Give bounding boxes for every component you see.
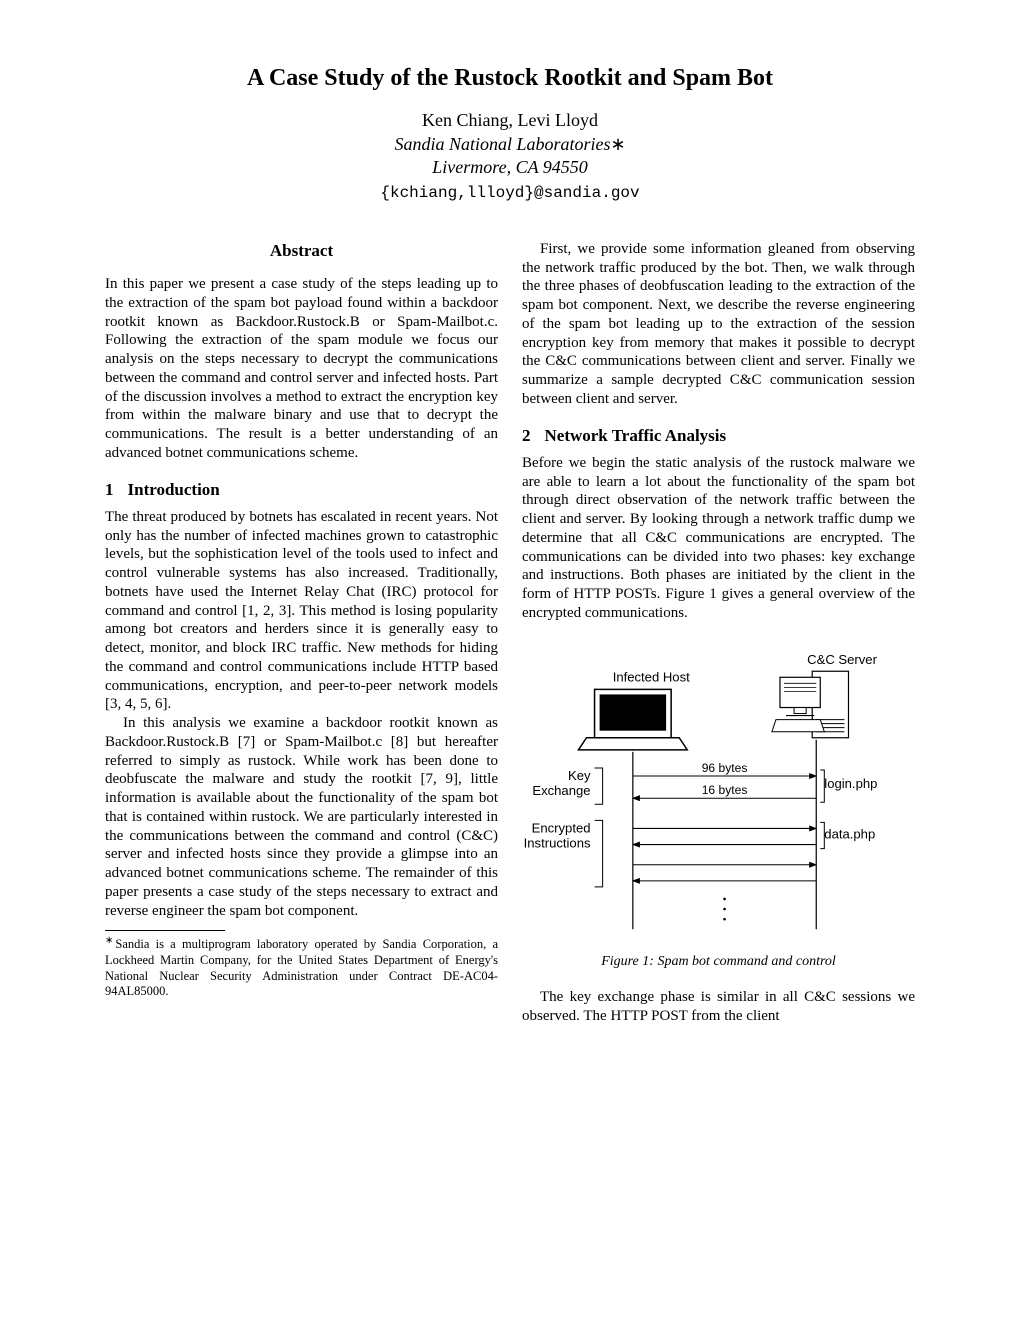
affiliation-asterisk: ∗ bbox=[610, 134, 625, 154]
dots-icon bbox=[723, 917, 726, 920]
label-96-bytes: 96 bytes bbox=[702, 761, 748, 775]
section-1-title: Introduction bbox=[128, 480, 220, 499]
infected-host-label: Infected Host bbox=[613, 669, 690, 684]
server-monitor-icon bbox=[780, 677, 820, 707]
footnote: ∗Sandia is a multiprogram laboratory ope… bbox=[105, 935, 498, 1000]
label-login-php: login.php bbox=[824, 776, 877, 791]
paper-email: {kchiang,llloyd}@sandia.gov bbox=[105, 184, 915, 202]
figure-1-caption-text: Spam bot command and control bbox=[654, 954, 836, 969]
section-1-paragraph-2: In this analysis we examine a backdoor r… bbox=[105, 714, 498, 920]
laptop-screen-icon bbox=[600, 694, 667, 730]
figure-1-caption-lead: Figure 1: bbox=[601, 954, 654, 969]
section-2-number: 2 bbox=[522, 425, 531, 446]
encrypted-label-1: Encrypted bbox=[532, 820, 591, 835]
dots-icon bbox=[723, 897, 726, 900]
section-1-number: 1 bbox=[105, 479, 114, 500]
section-1-heading: 1 Introduction bbox=[105, 479, 498, 500]
server-keyboard-icon bbox=[772, 719, 824, 731]
paper-authors: Ken Chiang, Levi Lloyd bbox=[105, 110, 915, 131]
section-1-paragraph-1: The threat produced by botnets has escal… bbox=[105, 508, 498, 714]
abstract-heading: Abstract bbox=[105, 240, 498, 261]
encrypted-label-2: Instructions bbox=[524, 835, 591, 850]
section-2-paragraph-1: Before we begin the static analysis of t… bbox=[522, 454, 915, 623]
dots-icon bbox=[723, 907, 726, 910]
figure-1: Infected Host C&C Server bbox=[522, 639, 915, 971]
monitor-stand-icon bbox=[794, 707, 806, 713]
laptop-base-icon bbox=[578, 737, 687, 749]
section-2-title: Network Traffic Analysis bbox=[545, 426, 727, 445]
figure-1-caption: Figure 1: Spam bot command and control bbox=[522, 953, 915, 971]
footnote-text: Sandia is a multiprogram laboratory oper… bbox=[105, 937, 498, 998]
affiliation-line1: Sandia National Laboratories bbox=[394, 134, 610, 154]
affiliation-line2: Livermore, CA 94550 bbox=[432, 157, 588, 177]
paper-affiliation: Sandia National Laboratories∗ Livermore,… bbox=[105, 133, 915, 180]
key-exchange-label-2: Exchange bbox=[532, 783, 590, 798]
abstract-body: In this paper we present a case study of… bbox=[105, 275, 498, 463]
cc-server-label: C&C Server bbox=[807, 652, 877, 667]
right-paragraph-2: The key exchange phase is similar in all… bbox=[522, 988, 915, 1026]
right-column: First, we provide some information glean… bbox=[522, 240, 915, 1026]
encrypted-bracket bbox=[595, 820, 603, 887]
label-16-bytes: 16 bytes bbox=[702, 783, 748, 797]
footnote-mark: ∗ bbox=[105, 935, 113, 946]
page: A Case Study of the Rustock Rootkit and … bbox=[0, 0, 1020, 1320]
footnote-separator bbox=[105, 930, 225, 931]
key-exchange-bracket bbox=[595, 768, 603, 804]
two-column-body: Abstract In this paper we present a case… bbox=[105, 240, 915, 1026]
left-column: Abstract In this paper we present a case… bbox=[105, 240, 498, 1026]
label-data-php: data.php bbox=[824, 826, 875, 841]
section-2-heading: 2 Network Traffic Analysis bbox=[522, 425, 915, 446]
key-exchange-label-1: Key bbox=[568, 768, 591, 783]
figure-1-svg: Infected Host C&C Server bbox=[522, 639, 915, 941]
paper-title: A Case Study of the Rustock Rootkit and … bbox=[105, 65, 915, 92]
right-intro-paragraph: First, we provide some information glean… bbox=[522, 240, 915, 409]
